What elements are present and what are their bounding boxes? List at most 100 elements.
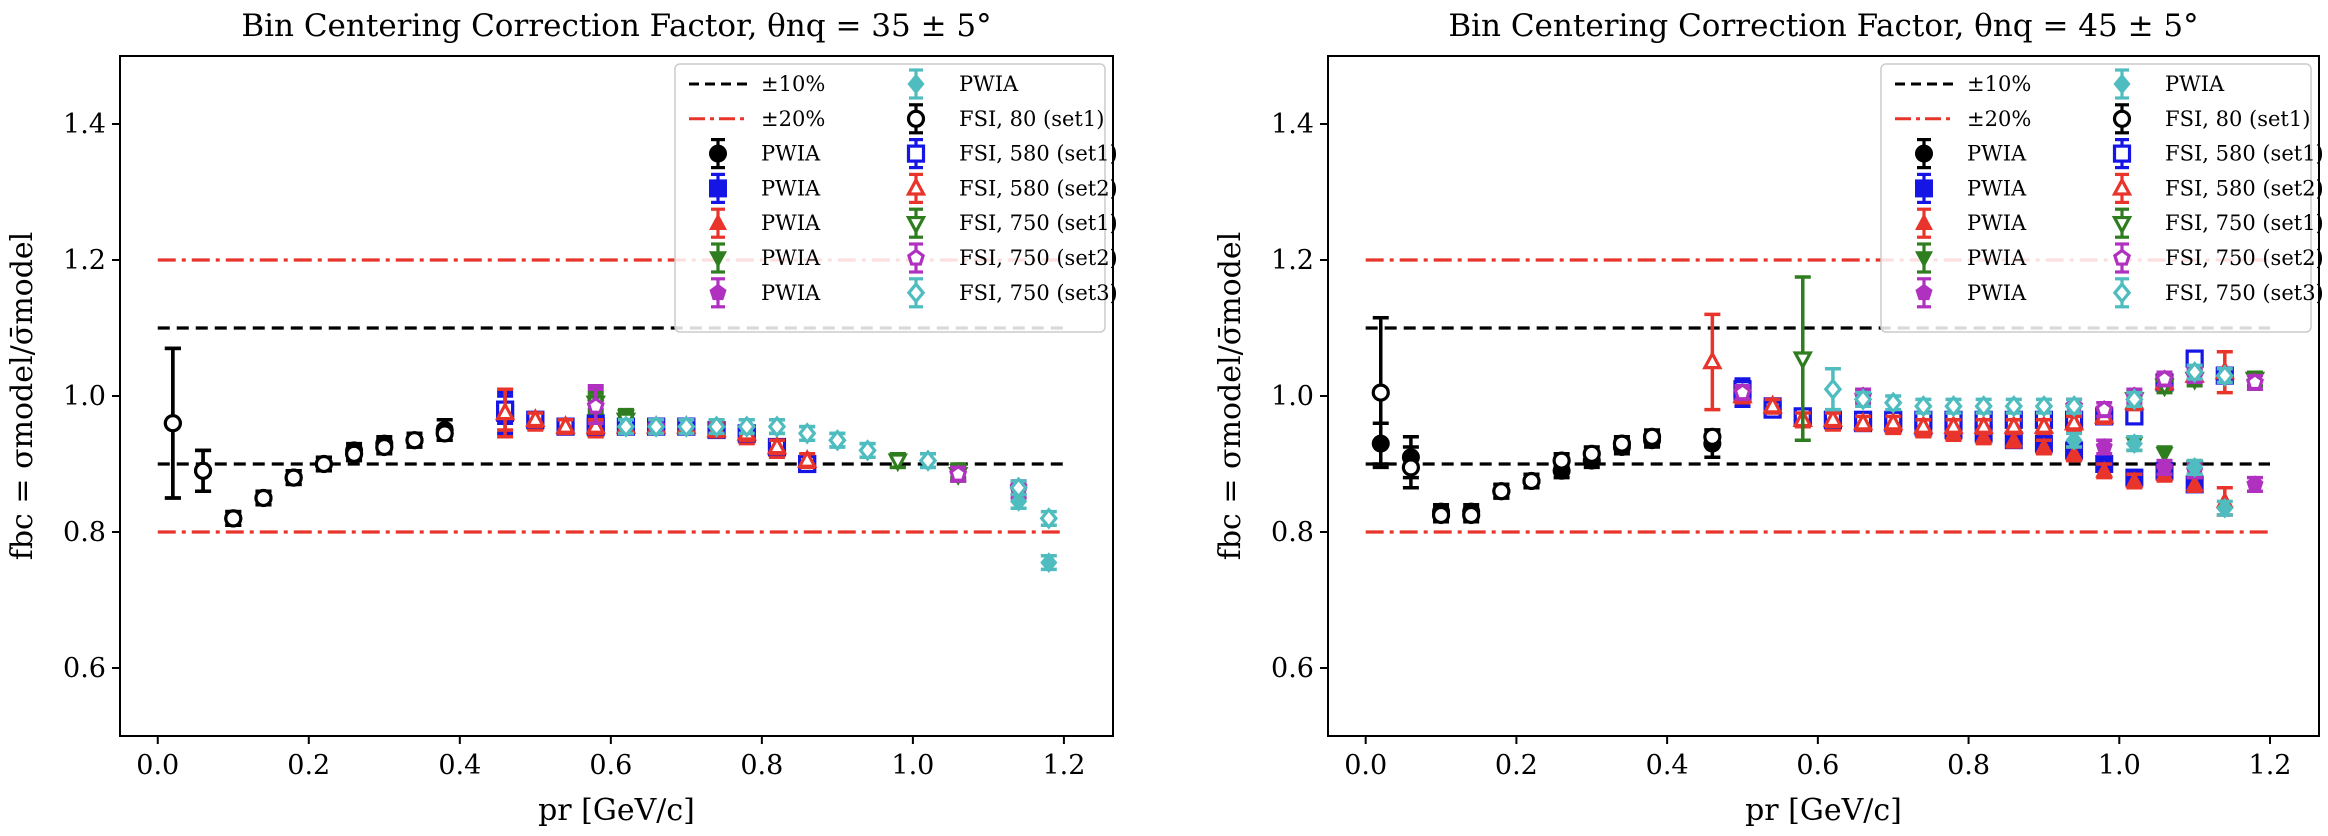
series-6 [1371, 316, 1722, 525]
legend-label: PWIA [1967, 281, 2027, 305]
data-point [2155, 458, 2174, 475]
legend-label: FSI, 750 (set3) [959, 281, 1118, 305]
chart-panel-right: Bin Centering Correction Factor, θnq = 4… [1213, 8, 2324, 828]
legend-marker [905, 176, 927, 196]
data-point [1009, 476, 1028, 499]
legend-label: FSI, 580 (set1) [959, 142, 1118, 166]
data-point [1040, 552, 1058, 573]
data-point [1492, 482, 1511, 501]
legend-marker [906, 109, 926, 128]
chart-panel-left: Bin Centering Correction Factor, θnq = 3… [5, 8, 1118, 828]
data-point [1401, 458, 1420, 477]
data-point [918, 449, 938, 472]
x-tick-label: 0.0 [136, 750, 179, 781]
legend-marker [906, 281, 926, 304]
chart-title: Bin Centering Correction Factor, θnq = 4… [1448, 8, 2198, 44]
y-tick-label: 0.8 [63, 517, 106, 548]
legend-label: PWIA [761, 142, 821, 166]
data-point [494, 401, 516, 421]
data-point [887, 453, 908, 473]
data-point [1792, 351, 1813, 371]
data-point [1823, 378, 1843, 401]
data-point [1462, 505, 1481, 525]
data-point [796, 448, 818, 468]
legend-marker [2112, 281, 2132, 304]
x-axis-label: pr [GeV/c] [538, 793, 695, 828]
y-tick-label: 1.4 [1271, 109, 1314, 140]
data-point [1552, 451, 1571, 470]
y-axis-label: fbc = σmodel/σ̄model [5, 232, 40, 561]
data-point [737, 415, 756, 438]
data-point [2125, 471, 2144, 488]
series-11 [616, 415, 1059, 530]
legend-label: PWIA [761, 281, 821, 305]
y-tick-label: 1.0 [1271, 381, 1314, 412]
series-0 [1371, 421, 1722, 521]
legend-label: PWIA [959, 72, 1019, 96]
legend-label: ±10% [761, 72, 825, 96]
legend-marker [2112, 144, 2132, 163]
data-point [1431, 505, 1451, 525]
data-point [2064, 395, 2084, 418]
legend-label: ±20% [761, 107, 825, 131]
data-point [1974, 426, 1993, 444]
legend: ±10% ±20% PWIA PWIA PWIA PWIA PWIA PWIA FSI, 80 … [674, 63, 1118, 333]
data-point [2065, 429, 2083, 451]
data-point [1612, 434, 1632, 453]
data-point [2034, 395, 2054, 418]
legend-label: FSI, 80 (set1) [2165, 107, 2310, 131]
data-point [1883, 411, 1904, 431]
data-point [2216, 497, 2234, 519]
legend-box [674, 63, 1106, 333]
legend-marker [1915, 179, 1933, 198]
y-tick-label: 0.6 [1271, 653, 1314, 684]
data-point [1852, 411, 1874, 431]
data-point [1884, 391, 1903, 414]
data-point [2003, 414, 2024, 434]
data-point [2095, 400, 2114, 418]
y-tick-label: 0.8 [1271, 517, 1314, 548]
y-axis-label: fbc = σmodel/σ̄model [1213, 232, 1248, 561]
legend-label: FSI, 580 (set1) [2165, 142, 2324, 166]
x-tick-label: 0.6 [589, 750, 632, 781]
data-point [193, 461, 213, 480]
data-point [2185, 474, 2204, 492]
data-point [616, 415, 636, 438]
data-point [1582, 444, 1601, 463]
legend-label: FSI, 580 (set2) [2165, 176, 2324, 200]
data-point [646, 415, 666, 438]
data-point [1522, 471, 1541, 491]
legend-marker [2111, 176, 2133, 196]
data-point [525, 408, 546, 428]
x-tick-label: 1.2 [2249, 750, 2292, 781]
data-point [2004, 395, 2023, 418]
x-tick-label: 1.0 [2098, 750, 2141, 781]
x-tick-label: 0.6 [1796, 750, 1839, 781]
data-point [284, 468, 303, 487]
legend-marker [709, 283, 727, 301]
data-point [1914, 395, 1933, 418]
data-point [1642, 427, 1662, 446]
y-tick-label: 1.2 [63, 245, 106, 276]
data-point [707, 415, 726, 438]
data-point [1943, 414, 1964, 434]
data-point [1703, 427, 1722, 446]
data-point [1762, 394, 1783, 414]
legend-label: FSI, 750 (set1) [959, 211, 1118, 235]
data-point [1733, 383, 1752, 401]
legend-marker [1915, 251, 1933, 268]
y-tick-label: 1.2 [1271, 245, 1314, 276]
data-point [828, 429, 847, 452]
x-tick-label: 0.2 [1495, 750, 1538, 781]
series-11 [1823, 361, 2234, 418]
data-point [254, 488, 273, 508]
y-tick-label: 1.4 [63, 109, 106, 140]
legend-label: FSI, 80 (set1) [959, 107, 1104, 131]
data-point [2095, 460, 2114, 478]
data-point [1039, 507, 1059, 530]
data-point [224, 509, 243, 528]
legend-label: ±20% [1967, 107, 2031, 131]
legend-marker [1915, 283, 1933, 301]
data-point [375, 437, 394, 457]
